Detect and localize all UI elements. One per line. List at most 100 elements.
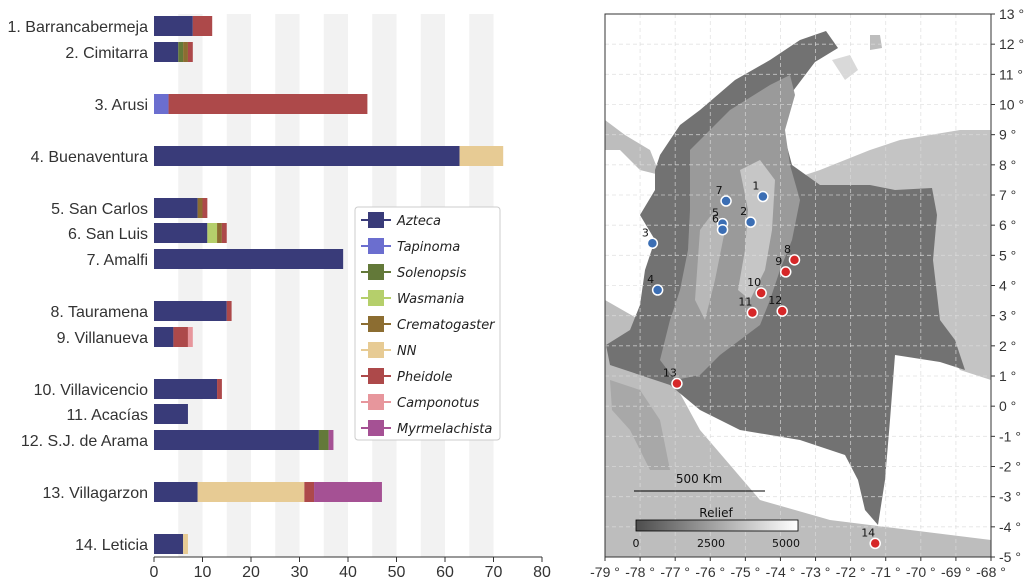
- legend-label: Pheidole: [397, 370, 453, 385]
- site-label: 5: [712, 207, 719, 220]
- site-marker: [757, 190, 769, 203]
- site-marker: [869, 537, 881, 550]
- site-marker: [779, 266, 792, 278]
- bar-segment-myrmelachista: [328, 430, 334, 450]
- bar-segment-pheidole: [187, 42, 193, 62]
- site-label: 6: [712, 213, 719, 226]
- map-x-tick-label: -73 °: [801, 564, 831, 580]
- legend-swatch-tapinoma: [368, 238, 384, 254]
- site-label: 14: [861, 526, 875, 539]
- andes-west-relief: [695, 210, 725, 320]
- category-label: 3. Arusi: [95, 97, 148, 114]
- andes-relief: [660, 75, 800, 380]
- x-tick-label: 10: [194, 564, 212, 581]
- site-marker: [755, 287, 767, 299]
- sierra-nevada: [832, 55, 858, 80]
- map-y-tick-label: -1 °: [999, 428, 1021, 444]
- legend-swatch-solenopsis: [368, 264, 384, 280]
- map-y-tick-label: 8 °: [999, 157, 1016, 173]
- map-y-tick-label: 2 °: [999, 338, 1016, 354]
- legend-swatch-azteca: [368, 212, 384, 228]
- legend-swatch-camponotus: [368, 394, 384, 410]
- category-label: 12. S.J. de Arama: [21, 433, 148, 450]
- legend-swatch-wasmania: [368, 290, 384, 306]
- map-y-tick-label: 3 °: [999, 308, 1016, 324]
- site-marker: [746, 306, 759, 319]
- relief-tick-label: 0: [633, 537, 640, 550]
- map-y-tick-label: -3 °: [999, 489, 1021, 505]
- legend-swatch-myrmelachista: [368, 420, 384, 436]
- site-label: 13: [663, 367, 677, 380]
- legend: Azteca Tapinoma Solenopsis Wasmania Crematog…: [354, 206, 501, 441]
- map-x-ticks: -79 ° -78 ° -77 ° -76 ° -75 ° -74 ° -73 ° -72 °…: [590, 557, 1006, 580]
- bar-segment-crematogaster: [183, 42, 188, 62]
- bar-segment-pheidole: [217, 379, 222, 399]
- bar-segment-crematogaster: [217, 223, 222, 243]
- bar-segment-myrmelachista: [314, 482, 382, 502]
- map-y-tick-label: -4 °: [999, 519, 1021, 535]
- site-label: 12: [768, 294, 782, 307]
- site-marker: [716, 223, 729, 236]
- x-tick-label: 0: [150, 564, 159, 581]
- relief-title: Relief: [699, 506, 733, 520]
- x-tick-label: 30: [291, 564, 309, 581]
- category-label: 2. Cimitarra: [65, 45, 148, 62]
- map-x-tick-label: -76 °: [695, 564, 725, 580]
- bar-segment-crematogaster: [197, 198, 203, 218]
- map-y-tick-label: -2 °: [999, 459, 1021, 475]
- map-y-tick-label: 7 °: [999, 187, 1016, 203]
- x-tick-label: 60: [436, 564, 454, 581]
- legend-label: Azteca: [396, 214, 441, 229]
- map-x-tick-label: -77 °: [660, 564, 690, 580]
- map-y-tick-label: 11 °: [999, 66, 1023, 82]
- site-label: 1: [752, 180, 759, 193]
- bar-segment-pheidole: [173, 327, 188, 347]
- map-y-tick-label: 13 °: [999, 6, 1024, 22]
- legend-label: Camponotus: [397, 396, 479, 411]
- map-x-tick-label: -71 °: [871, 564, 901, 580]
- site-label: 11: [738, 296, 752, 309]
- bar-segment-tapinoma: [154, 94, 169, 114]
- neighbour-land-south: [605, 300, 991, 557]
- bar-segment-azteca: [154, 404, 188, 424]
- site-marker: [744, 216, 757, 228]
- category-label: 4. Buenaventura: [31, 149, 149, 166]
- islands: [870, 35, 882, 50]
- site-marker: [671, 377, 683, 390]
- legend-label: Solenopsis: [397, 266, 467, 281]
- map-x-tick-label: -74 °: [766, 564, 796, 580]
- map-y-tick-label: 6 °: [999, 217, 1016, 233]
- bar-segment-azteca: [154, 327, 174, 347]
- site-label: 9: [775, 255, 782, 268]
- bar-marks: [154, 16, 504, 554]
- site-label: 3: [642, 226, 649, 239]
- bar-segment-azteca: [154, 379, 218, 399]
- site-marker: [788, 254, 801, 266]
- legend-swatch-crematogaster: [368, 316, 384, 332]
- map-x-tick-label: -78 °: [625, 564, 655, 580]
- site-label: 2: [740, 205, 747, 218]
- map-y-tick-label: 10 °: [999, 97, 1024, 113]
- bar-segment-pheidole: [168, 94, 368, 114]
- bar-segment-pheidole: [304, 482, 315, 502]
- southern-andes: [610, 380, 670, 470]
- site-label: 8: [784, 243, 791, 256]
- map-y-tick-label: 1 °: [999, 368, 1016, 384]
- bar-segment-azteca: [154, 198, 198, 218]
- legend-label: Crematogaster: [397, 318, 496, 333]
- map-x-tick-label: -70 °: [906, 564, 936, 580]
- site-marker: [720, 195, 732, 207]
- site-marker: [651, 284, 664, 296]
- map-y-tick-label: 9 °: [999, 127, 1016, 143]
- neighbour-land-west: [605, 120, 660, 175]
- bar-segment-azteca: [154, 223, 208, 243]
- bar-segment-nn: [197, 482, 305, 502]
- bar-segment-nn: [459, 146, 504, 166]
- scale-bar-label: 500 Km: [676, 472, 722, 486]
- relief-ticks: 0 2500 5000: [633, 537, 801, 550]
- x-tick-label: 70: [485, 564, 503, 581]
- category-label: 14. Leticia: [75, 537, 148, 554]
- site-marker: [776, 305, 788, 317]
